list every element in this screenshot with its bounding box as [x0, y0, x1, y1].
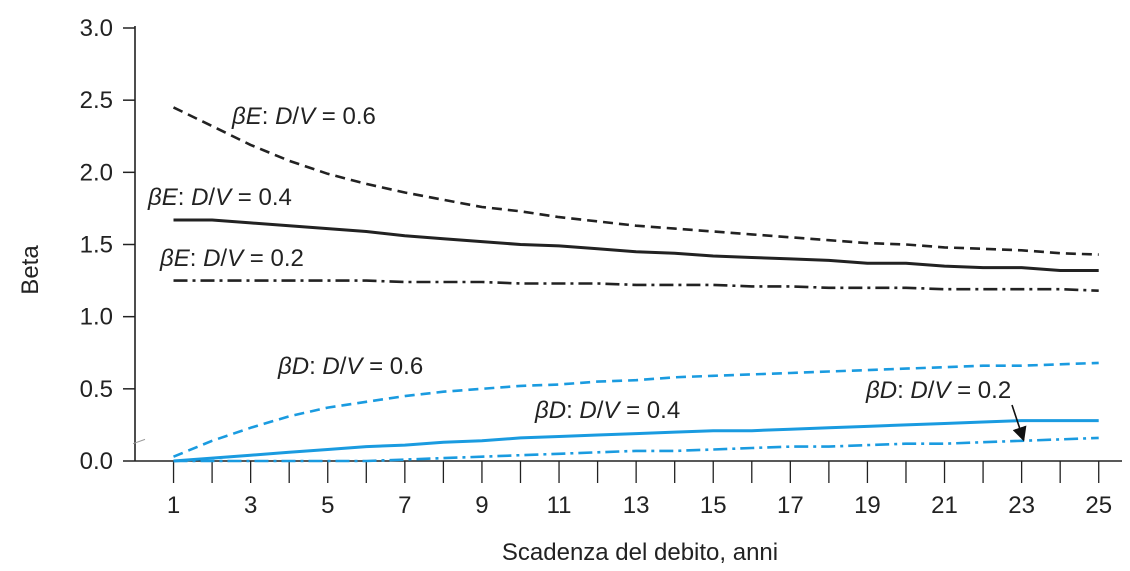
series-label-6: βD: D/V = 0.2	[865, 377, 1011, 404]
y-tick-label: 2.5	[80, 87, 113, 114]
x-tick-label: 3	[244, 492, 257, 519]
y-tick-label: 0.0	[80, 448, 113, 475]
x-axis-title: Scadenza del debito, anni	[502, 539, 778, 566]
series-label-4: βD: D/V = 0.6	[277, 353, 423, 380]
x-tick-label: 11	[547, 492, 572, 519]
axes: 0.00.51.01.52.02.53.01 3 5 7 9 11 13 15 17 19 21 23…	[80, 15, 1122, 519]
x-tick-label: 7	[398, 492, 411, 519]
annotation-arrow	[1011, 404, 1027, 442]
series-label-3: βE: D/V = 0.2	[159, 245, 304, 272]
x-tick-label: 13	[623, 492, 650, 519]
y-tick-label: 1.0	[80, 304, 113, 331]
series-label-2: βE: D/V = 0.4	[147, 184, 292, 211]
series-line-5	[173, 419, 1099, 463]
axis-mark	[132, 438, 146, 445]
x-tick-label: 23	[1008, 492, 1035, 519]
y-axis-title: Beta	[17, 245, 44, 295]
series-line-4	[173, 361, 1099, 458]
x-tick-label: 1	[167, 492, 180, 519]
y-tick-label: 3.0	[80, 15, 113, 42]
y-tick-label: 0.5	[80, 376, 113, 403]
series-layer	[172, 106, 1099, 463]
series-line-1	[172, 106, 1099, 256]
series-label-5: βD: D/V = 0.4	[534, 397, 680, 424]
series-label-1: βE: D/V = 0.6	[231, 103, 376, 130]
x-tick-label: 25	[1085, 492, 1112, 519]
x-tick-label: 21	[931, 492, 958, 519]
y-tick-label: 1.5	[80, 232, 113, 259]
series-line-6	[173, 436, 1099, 463]
y-tick-label: 2.0	[80, 159, 113, 186]
x-tick-label: 17	[777, 492, 804, 519]
x-tick-label: 19	[854, 492, 881, 519]
series-line-2	[173, 218, 1099, 272]
series-line-3	[173, 279, 1099, 292]
annotations: βE: D/V = 0.6 βE: D/V = 0.4 βE: D/V = 0.2 β…	[147, 103, 1027, 442]
x-tick-label: 5	[321, 492, 334, 519]
x-tick-label: 15	[700, 492, 727, 519]
x-tick-label: 9	[475, 492, 488, 519]
